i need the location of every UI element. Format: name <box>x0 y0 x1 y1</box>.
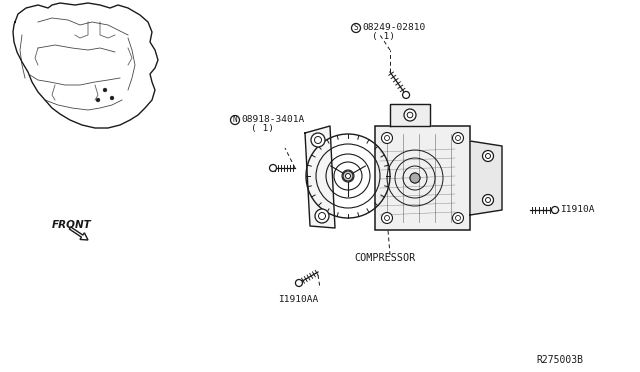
Circle shape <box>343 171 353 181</box>
Text: COMPRESSOR: COMPRESSOR <box>355 253 415 263</box>
Text: S: S <box>354 23 358 32</box>
Circle shape <box>315 209 329 223</box>
Polygon shape <box>305 126 335 228</box>
Text: 08249-02810: 08249-02810 <box>362 22 425 32</box>
Text: R275003B: R275003B <box>536 355 584 365</box>
Circle shape <box>110 96 114 100</box>
Circle shape <box>269 164 276 171</box>
Circle shape <box>403 92 410 99</box>
Circle shape <box>483 195 493 205</box>
Polygon shape <box>13 3 158 128</box>
Text: FRONT: FRONT <box>52 220 92 230</box>
Text: ( 1): ( 1) <box>251 125 274 134</box>
Text: I1910AA: I1910AA <box>278 295 318 305</box>
FancyBboxPatch shape <box>375 126 470 230</box>
FancyArrow shape <box>69 227 88 240</box>
Polygon shape <box>470 141 502 215</box>
Circle shape <box>404 109 416 121</box>
Circle shape <box>296 279 303 286</box>
Circle shape <box>452 212 463 224</box>
Circle shape <box>483 151 493 161</box>
Text: ( 1): ( 1) <box>372 32 395 42</box>
Text: 08918-3401A: 08918-3401A <box>241 115 304 124</box>
Text: N: N <box>233 115 237 125</box>
Circle shape <box>311 133 325 147</box>
Circle shape <box>346 173 351 179</box>
Circle shape <box>96 98 100 102</box>
Circle shape <box>381 212 392 224</box>
Circle shape <box>410 173 420 183</box>
Polygon shape <box>390 104 430 126</box>
Text: I1910A: I1910A <box>560 205 595 214</box>
Circle shape <box>103 88 107 92</box>
Circle shape <box>552 206 559 214</box>
Circle shape <box>381 132 392 144</box>
Circle shape <box>452 132 463 144</box>
